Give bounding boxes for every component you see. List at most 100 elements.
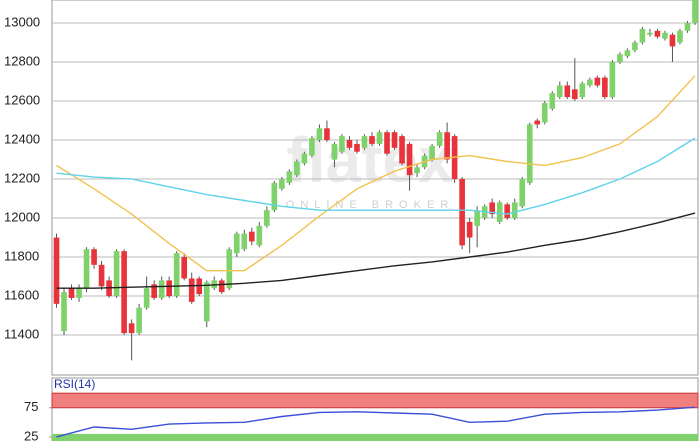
watermark-tagline: ONLINE BROKER — [286, 199, 454, 211]
candle-body — [391, 132, 398, 148]
y-tick-label: 25 — [24, 428, 38, 441]
candle-body — [196, 278, 203, 295]
candle-body — [617, 54, 623, 63]
candle-body — [83, 249, 90, 289]
candle-body — [256, 225, 263, 246]
candle-body — [226, 249, 233, 289]
candle-body — [354, 143, 360, 152]
candle-body — [549, 93, 556, 109]
candle-body — [632, 42, 638, 51]
candle-body — [248, 231, 255, 242]
candle-body — [173, 253, 180, 297]
y-tick-label: 11400 — [4, 326, 39, 341]
y-tick-label: 12000 — [4, 209, 40, 224]
candle-body — [376, 132, 383, 144]
candle-body — [369, 136, 375, 144]
indicator-line — [56, 75, 696, 272]
candle-body — [639, 28, 646, 43]
candle-body — [526, 124, 533, 183]
plot-area — [51, 377, 699, 441]
candle-body — [181, 257, 188, 279]
candle-body — [624, 50, 631, 57]
candle-body — [301, 153, 308, 164]
y-tick-label: 12400 — [4, 131, 40, 146]
candle-body — [166, 280, 172, 297]
candle-body — [684, 23, 691, 31]
oversold-band — [52, 433, 698, 441]
candle-body — [579, 83, 586, 98]
candle-body — [324, 128, 330, 141]
candle-body — [143, 288, 150, 308]
candle-body — [271, 182, 278, 211]
candle-body — [669, 34, 676, 47]
candle-body — [136, 307, 142, 334]
candle-body — [692, 0, 698, 24]
candle-body — [609, 62, 616, 98]
candle-body — [279, 179, 285, 189]
indicator-line — [56, 212, 696, 289]
y-tick-label: 12200 — [4, 170, 40, 185]
candle-body — [241, 233, 248, 250]
candle-body — [128, 323, 135, 334]
candle-body — [158, 280, 165, 298]
candle-body — [233, 233, 240, 254]
candle-body — [429, 145, 435, 160]
candle-body — [594, 77, 601, 86]
candle-body — [294, 161, 300, 176]
candle-body — [677, 30, 683, 43]
y-tick-label: 12600 — [4, 92, 40, 107]
candle-body — [151, 284, 157, 298]
candle-body — [519, 179, 526, 207]
candle-body — [444, 132, 450, 160]
candle-body — [91, 249, 97, 265]
candle-body — [218, 280, 225, 293]
candle-body — [346, 140, 353, 148]
candle-body — [61, 292, 67, 332]
panel-title: RSI(14) — [54, 377, 95, 391]
candle-body — [53, 237, 60, 304]
candle-body — [406, 143, 413, 176]
candle-body — [76, 288, 82, 298]
candle-body — [339, 136, 345, 152]
candle-body — [489, 202, 495, 215]
candle-body — [316, 128, 323, 141]
candle-body — [556, 85, 563, 98]
candle-body — [459, 179, 465, 246]
candle-body — [534, 120, 541, 125]
candle-body — [564, 85, 571, 98]
candle-body — [474, 210, 480, 226]
candle-body — [541, 102, 548, 123]
indicator-line — [56, 406, 696, 438]
candle-body — [414, 167, 420, 174]
candle-body — [121, 251, 127, 334]
candle-body — [361, 136, 368, 148]
candle-body — [662, 32, 668, 39]
candle-body — [203, 282, 210, 322]
candle-body — [98, 264, 105, 287]
candle-body — [587, 79, 593, 86]
indicator-line — [56, 137, 696, 215]
candle-body — [511, 202, 518, 219]
y-tick-label: 11800 — [4, 248, 39, 263]
candle-body — [68, 288, 75, 298]
candle-body — [113, 251, 120, 297]
candle-body — [188, 278, 195, 302]
candle-body — [264, 210, 270, 226]
candle-body — [571, 89, 578, 100]
y-tick-label: 13000 — [4, 14, 40, 29]
overbought-band — [51, 392, 699, 409]
candle-body — [331, 143, 338, 160]
candle-body — [654, 30, 661, 37]
candle-body — [504, 204, 511, 219]
y-tick-label: 12800 — [4, 53, 40, 68]
candle-body — [436, 132, 443, 146]
candle-body — [309, 138, 315, 156]
candle-body — [399, 136, 405, 164]
candle-body — [647, 32, 653, 35]
candle-body — [496, 202, 503, 222]
candle-body — [384, 132, 390, 154]
candle-body — [466, 221, 473, 238]
y-tick-label: 75 — [24, 399, 38, 414]
